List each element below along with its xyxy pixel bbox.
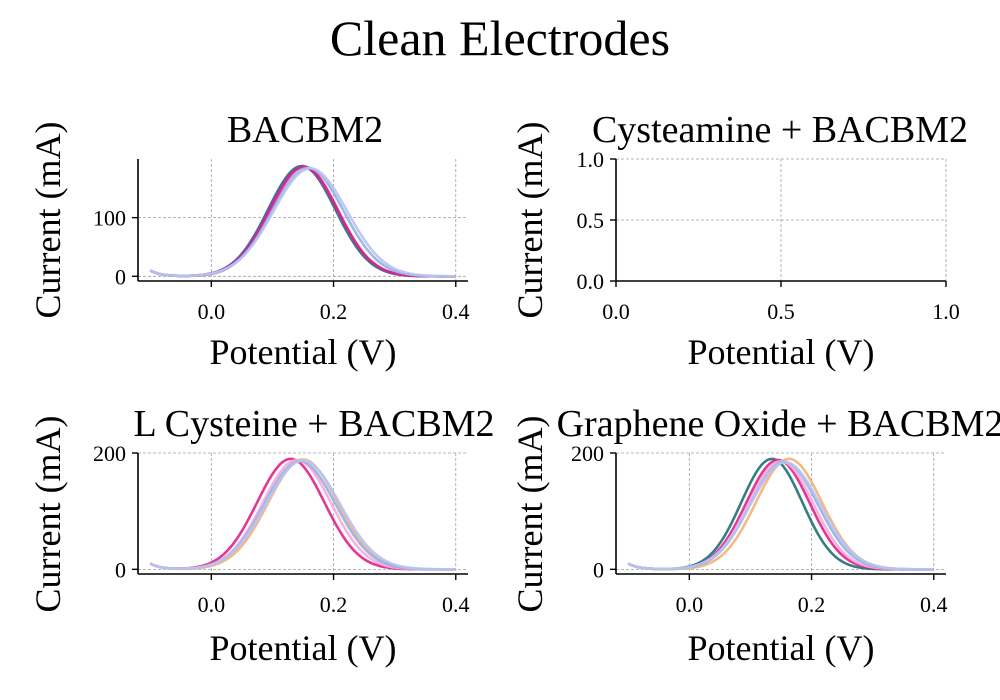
x-tick-label: 0.0	[676, 592, 704, 617]
subplot-title: L Cysteine + BACBM2	[134, 403, 495, 445]
y-axis-label: Current (mA)	[510, 416, 550, 613]
x-tick-label: 0.2	[798, 592, 826, 617]
subplot-title: BACBM2	[227, 109, 383, 151]
series-line-6	[627, 461, 934, 571]
figure-title: Clean Electrodes	[330, 10, 670, 66]
x-tick-label: 0.0	[602, 299, 630, 324]
x-axis-label: Potential (V)	[688, 332, 875, 372]
series-line-3	[149, 165, 456, 278]
series-line-5	[149, 167, 456, 278]
subplot-title: Cysteamine + BACBM2	[592, 109, 968, 151]
y-axis-label: Current (mA)	[28, 122, 68, 319]
subplot-grid: 0.0 0.2 0.4 0 100 BACBM2 Potential (V) Current …	[28, 109, 1000, 668]
y-tick-label: 200	[571, 441, 604, 466]
x-tick-label: 0.4	[920, 592, 948, 617]
y-tick-label: 0.5	[577, 208, 605, 233]
x-tick-label: 0.4	[442, 592, 470, 617]
y-tick-label: 0	[115, 264, 126, 289]
y-tick-label: 0	[115, 557, 126, 582]
series-line-3	[149, 458, 456, 571]
series-line-1	[149, 164, 456, 278]
series-line-4	[149, 166, 456, 278]
y-axis-label: Current (mA)	[28, 416, 68, 613]
x-tick-label: 0.0	[198, 592, 226, 617]
series-line-4	[627, 457, 934, 571]
series-line-2	[627, 458, 934, 571]
x-tick-label: 1.0	[932, 299, 960, 324]
series-line-1	[149, 457, 456, 571]
y-axis-label: Current (mA)	[510, 122, 550, 319]
x-tick-label: 0.0	[198, 299, 226, 324]
x-axis-label: Potential (V)	[210, 628, 397, 668]
subplot-3: 0.0 0.2 0.4 0 200 L Cysteine + BACBM2 Potentia…	[28, 403, 494, 668]
y-tick-label: 0.0	[577, 269, 605, 294]
y-tick-label: 0	[593, 557, 604, 582]
y-tick-label: 200	[93, 441, 126, 466]
subplot-1: 0.0 0.2 0.4 0 100 BACBM2 Potential (V) Current …	[28, 109, 470, 372]
y-tick-label: 100	[93, 206, 126, 231]
series-line-5	[627, 460, 934, 571]
x-axis-label: Potential (V)	[688, 628, 875, 668]
y-tick-label: 1.0	[577, 147, 605, 172]
x-tick-label: 0.2	[320, 299, 348, 324]
series-line-3	[627, 459, 934, 571]
series-line-4	[149, 459, 456, 571]
x-tick-label: 0.4	[442, 299, 470, 324]
series-line-2	[149, 458, 456, 571]
series-line-1	[627, 457, 934, 571]
x-tick-label: 0.5	[767, 299, 795, 324]
x-axis-label: Potential (V)	[210, 332, 397, 372]
series-line-2	[149, 165, 456, 278]
subplot-title: Graphene Oxide + BACBM2	[557, 403, 1000, 445]
series-line-5	[149, 459, 456, 571]
x-tick-label: 0.2	[320, 592, 348, 617]
